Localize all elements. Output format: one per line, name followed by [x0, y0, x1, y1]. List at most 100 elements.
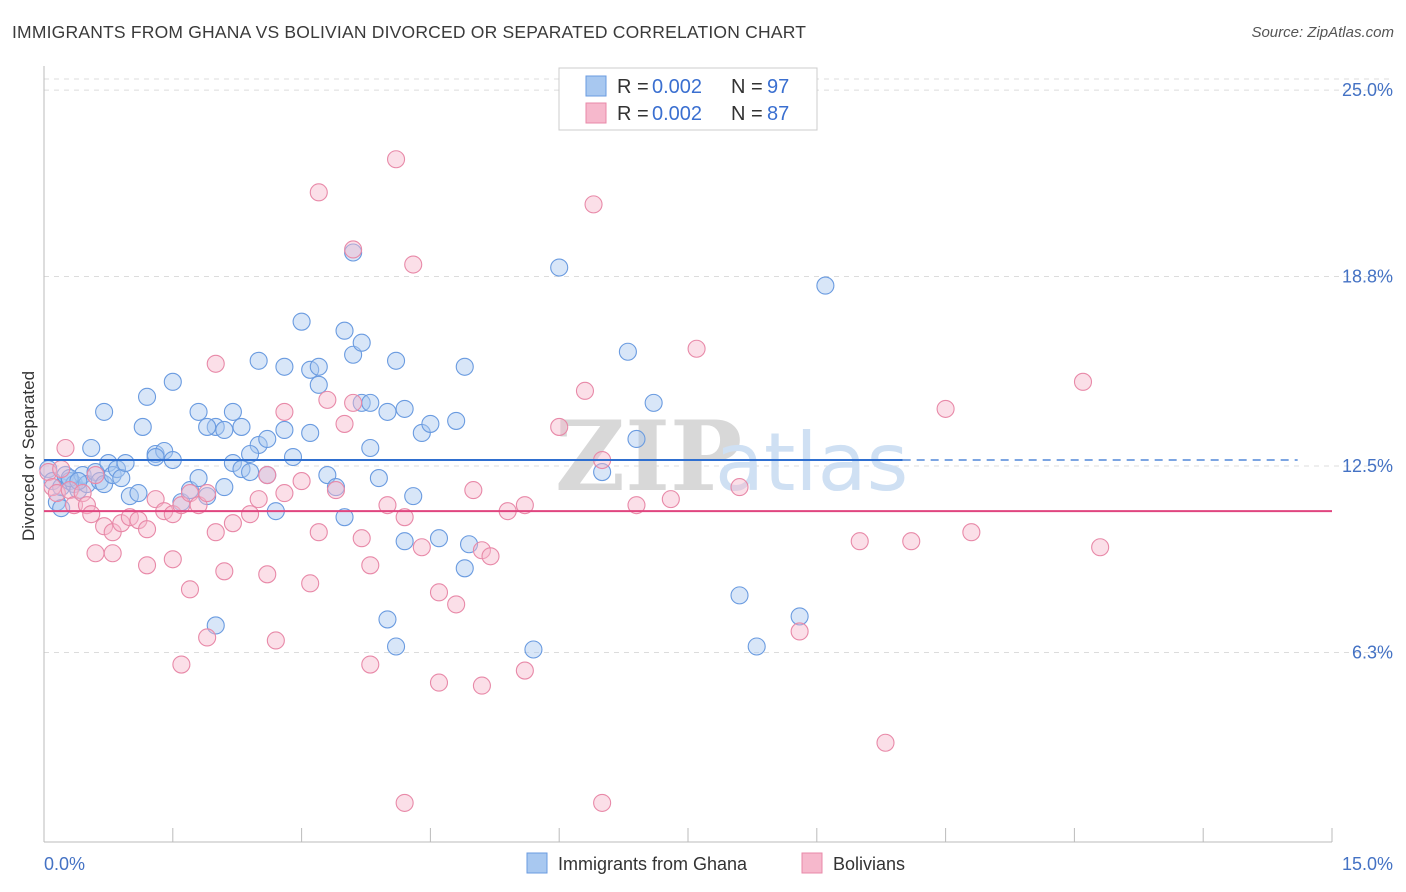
ghana-point: [198, 417, 217, 436]
ghana-point: [241, 444, 260, 464]
ghana-point: [249, 351, 268, 370]
legend-swatch-ghana: [585, 75, 607, 97]
ghana-point: [241, 463, 260, 482]
ghana-point: [275, 357, 294, 376]
bolivian-point: [86, 466, 105, 485]
ghana-point: [116, 453, 135, 473]
bolivian-point: [198, 484, 217, 503]
ghana-point: [232, 417, 251, 436]
ghana-point: [618, 342, 637, 361]
ghana-point: [395, 399, 414, 418]
y-tick-label: 18.8%: [1342, 267, 1393, 287]
ghana-point: [550, 258, 569, 277]
ghana-point: [112, 469, 131, 488]
ghana-point: [369, 469, 388, 488]
ghana-point: [133, 417, 152, 436]
ghana-point: [163, 372, 182, 391]
bolivian-point: [180, 580, 200, 599]
bolivian-point: [447, 595, 466, 614]
bolivian-point: [387, 150, 406, 169]
bolivian-point: [550, 417, 569, 436]
bolivian-point: [223, 514, 242, 533]
ghana-point: [137, 387, 157, 406]
legend-n-value: 97: [767, 76, 789, 98]
ghana-point: [378, 610, 397, 629]
bolivian-point: [593, 793, 612, 812]
series-legend: Immigrants from Ghana Bolivians: [526, 852, 905, 874]
ghana-point: [790, 607, 809, 626]
ghana-point: [455, 357, 474, 376]
bolivian-point: [266, 631, 285, 650]
gridlines: [44, 78, 1393, 654]
legend-r-value: 0.002: [652, 103, 702, 125]
legend-n-label: N =: [731, 103, 763, 125]
ghana-point: [335, 508, 354, 527]
bolivian-point: [472, 676, 491, 695]
ghana-point: [361, 438, 380, 458]
legend-r-label: R =: [617, 103, 649, 125]
ghana-point: [627, 429, 646, 449]
chart-title: IMMIGRANTS FROM GHANA VS BOLIVIAN DIVORC…: [12, 22, 807, 42]
bolivian-point: [335, 414, 354, 433]
bolivian-point: [344, 240, 363, 259]
bolivian-point: [241, 505, 260, 524]
bolivian-point: [352, 529, 371, 548]
legend-swatch-bolivians: [585, 102, 607, 124]
bolivian-point: [962, 523, 981, 542]
bolivian-point: [52, 459, 71, 479]
bolivian-point: [481, 547, 500, 566]
bolivian-point: [309, 523, 328, 542]
legend-n-value: 87: [767, 103, 789, 125]
legend-r-label: R =: [617, 76, 649, 98]
ghana-point: [335, 321, 354, 340]
bolivian-point: [361, 655, 380, 674]
bolivian-point: [258, 565, 277, 584]
ghana-point: [404, 487, 423, 506]
bolivian-point: [258, 466, 277, 485]
x-tick-marks: [172, 828, 1333, 842]
ghana-point: [223, 402, 242, 421]
stats-legend: R = 0.002 N = 97 R = 0.002 N = 87: [558, 67, 818, 131]
bolivian-point: [309, 183, 328, 202]
y-axis-label: Divorced or Separated: [19, 371, 38, 541]
bolivian-point: [464, 481, 483, 500]
bolivian-point: [215, 562, 234, 581]
ghana-point: [455, 559, 474, 578]
bolivian-point: [627, 496, 646, 515]
ghana-point: [189, 469, 208, 488]
ghana-point: [189, 402, 208, 421]
bolivian-point: [86, 544, 105, 563]
watermark-zip: ZIP: [555, 400, 742, 513]
legend-label-ghana: Immigrants from Ghana: [558, 854, 748, 874]
ghana-point: [352, 333, 371, 352]
bolivian-point: [902, 532, 921, 551]
legend-swatch-ghana: [526, 852, 548, 874]
bolivian-point: [876, 733, 895, 752]
ghana-point: [95, 402, 114, 421]
bolivian-point: [206, 354, 225, 373]
ghana-point: [292, 312, 311, 331]
ghana-point: [816, 276, 835, 295]
bolivian-point: [172, 655, 191, 674]
y-tick-label: 6.3%: [1352, 643, 1393, 663]
legend-swatch-bolivians: [801, 852, 823, 874]
bolivian-point: [584, 195, 603, 214]
bolivian-point: [850, 532, 869, 551]
bolivian-point: [361, 556, 380, 575]
ghana-point: [275, 420, 294, 439]
ghana-point: [309, 357, 328, 376]
bolivian-point: [206, 523, 225, 542]
bolivian-point: [661, 490, 680, 509]
ghana-point: [524, 640, 543, 659]
bolivian-point: [429, 583, 449, 602]
bolivian-point: [275, 402, 294, 421]
bolivian-point: [429, 673, 449, 692]
bolivian-point: [378, 496, 397, 515]
ghana-point: [395, 532, 414, 551]
ghana-point: [429, 529, 449, 548]
bolivian-point: [936, 399, 955, 418]
bolivian-point: [515, 661, 534, 680]
bolivian-point: [56, 438, 75, 458]
ghana-point: [215, 420, 234, 439]
